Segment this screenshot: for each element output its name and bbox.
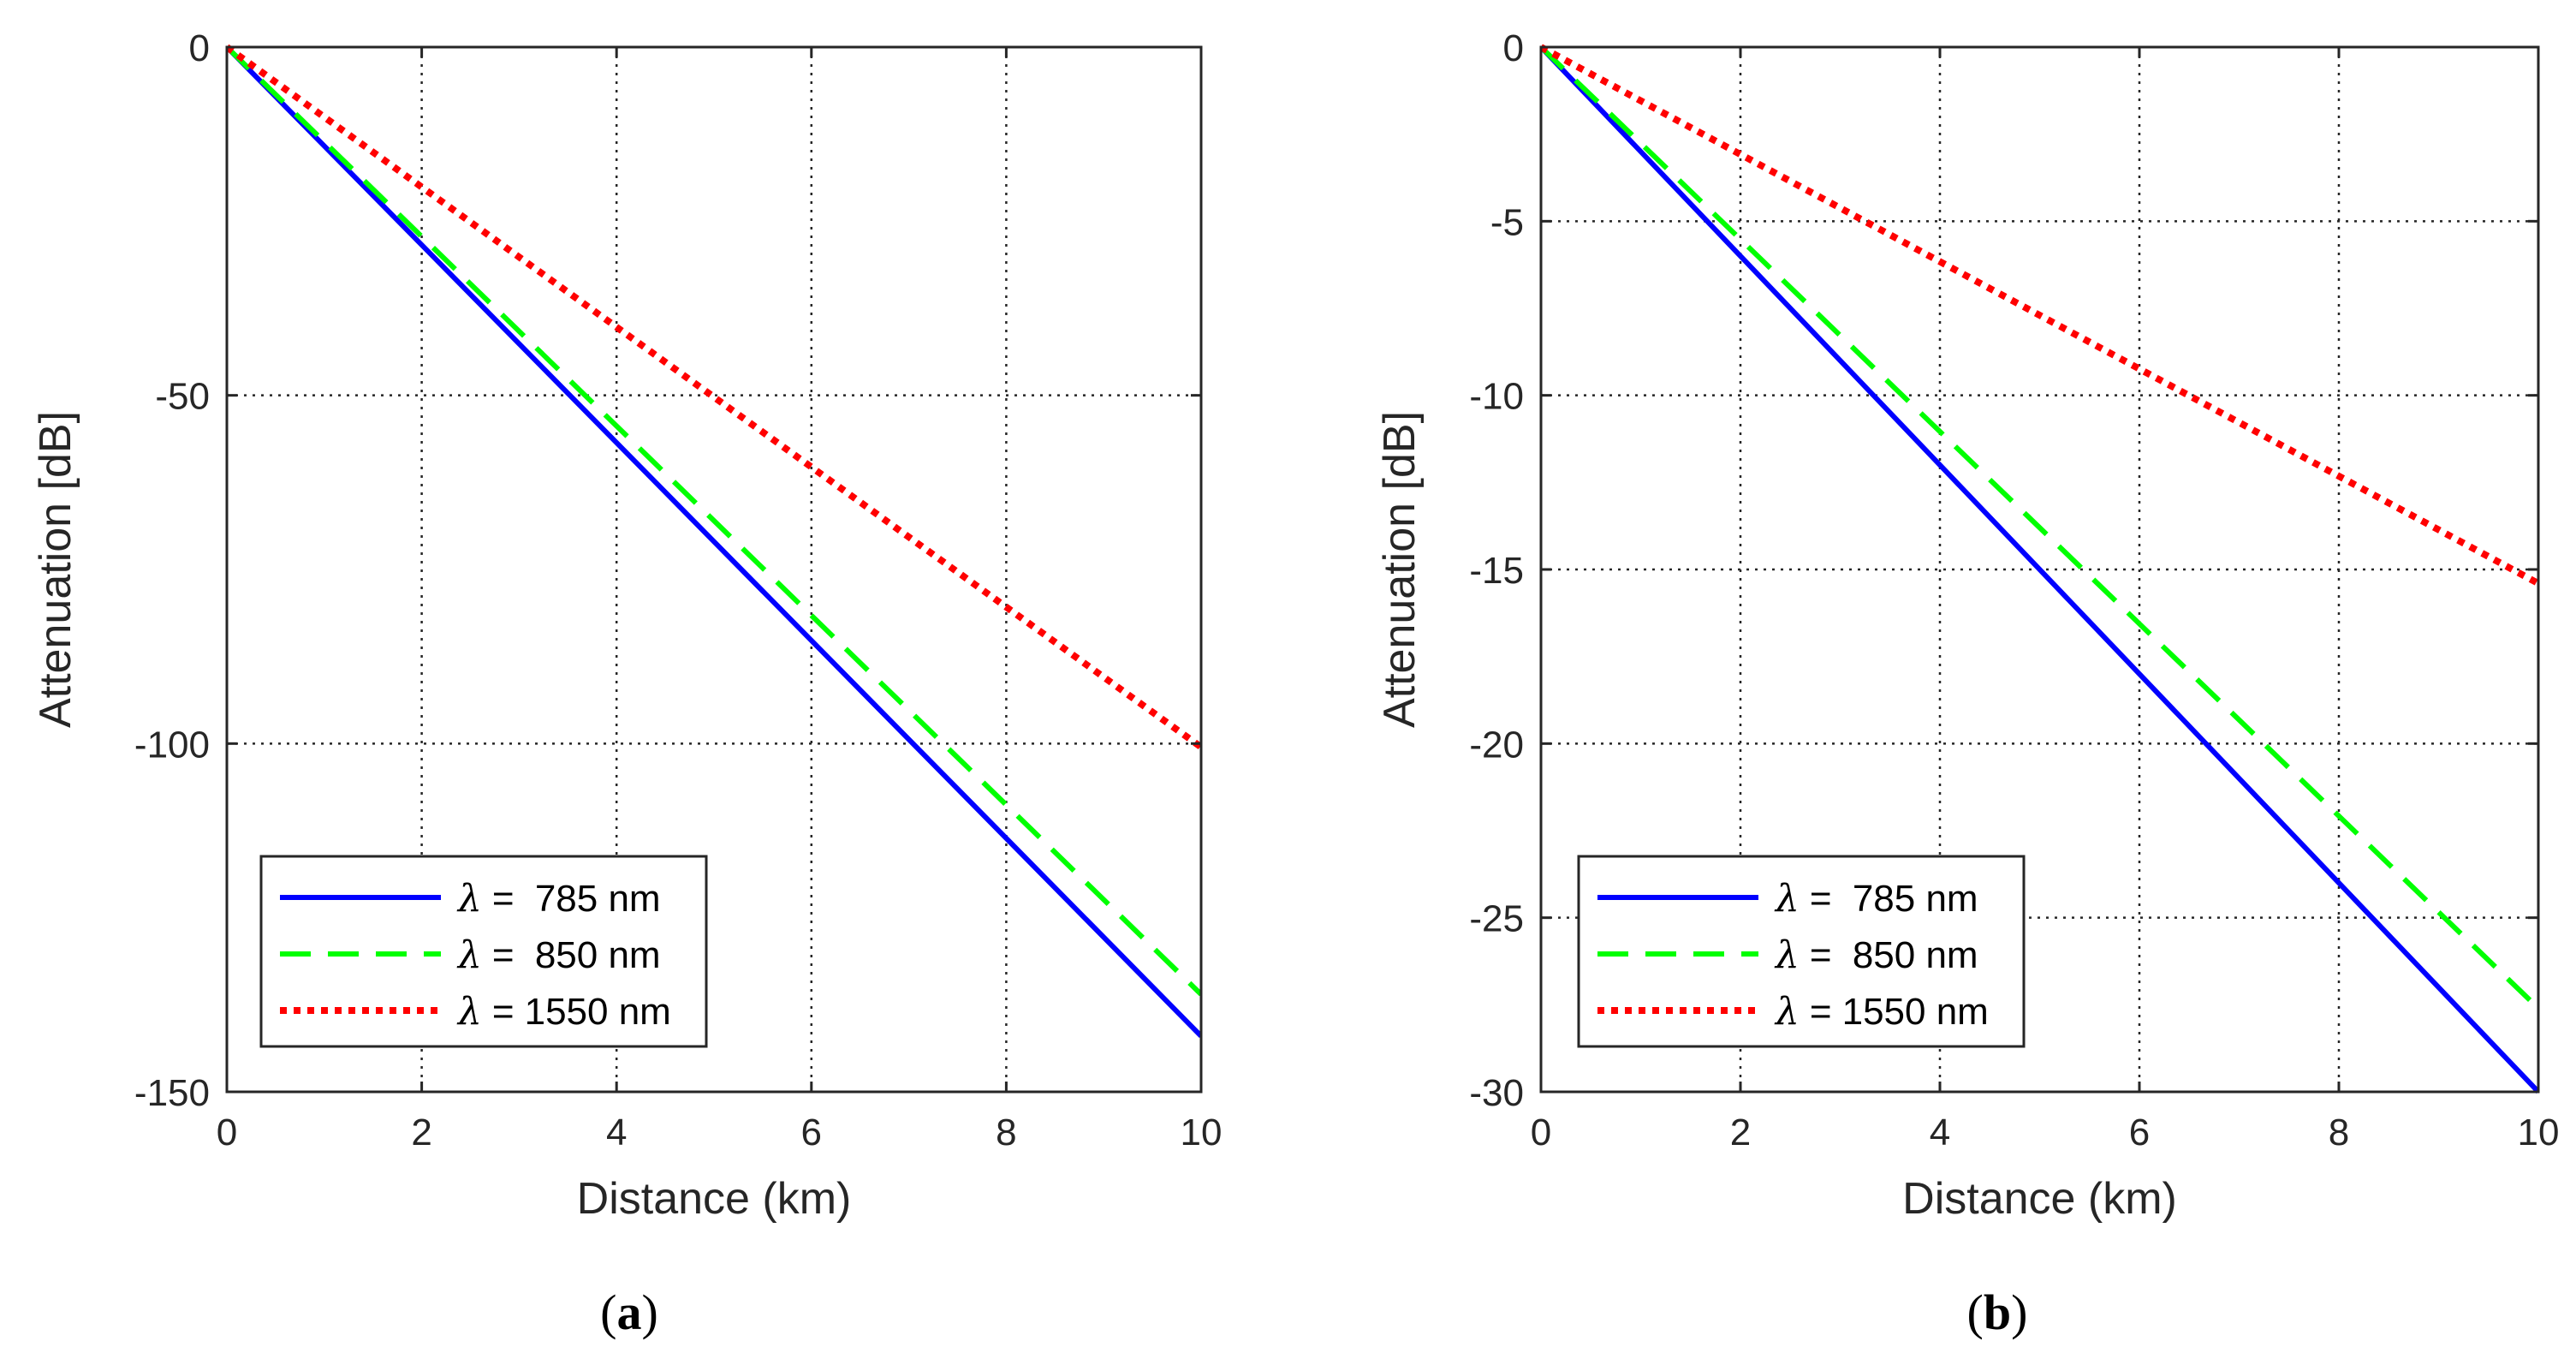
legend-label: 785 nm [525,878,661,920]
axes-box [225,45,1203,1094]
x-tick-label: 4 [606,1112,627,1153]
legend-equals: = [1810,991,1832,1033]
legend-lambda-symbol: λ [1774,990,1800,1034]
chart-panel-b: 0 2 4 6 8 10 0 -5 -10 -15 -20 -25 -30 Distance (km) At… [1375,27,2559,1340]
series-group [227,44,1201,1039]
x-tick-label: 4 [1930,1112,1950,1153]
series-line-850-nm [1541,45,2538,1010]
y-axis-label: Attenuation [dB] [31,411,80,728]
legend-lambda-symbol: λ [456,877,482,921]
x-tick-label: 10 [1181,1112,1223,1153]
x-tick-label: 8 [2329,1112,2349,1153]
series-line-1550-nm [1541,44,2538,587]
chart-panel-a: 0 2 4 6 8 10 0 -50 -100 -150 Distance (km) Attenuat… [31,27,1222,1340]
legend-lambda-symbol: λ [1774,933,1800,977]
legend-lambda-symbol: λ [456,933,482,977]
legend-box [259,855,708,1048]
x-tick-label: 10 [2518,1112,2560,1153]
series-line-785-nm [1541,45,2538,1094]
x-tick-label: 6 [2129,1112,2150,1153]
panel-caption: (b) [1967,1284,2028,1340]
x-tick-label: 2 [1730,1112,1751,1153]
y-tick-label: -20 [1469,724,1524,766]
legend: λ = 785 nmλ = 850 nmλ = 1550 nm [1577,855,2026,1048]
y-tick-label: -25 [1469,898,1524,940]
y-tick-label: -50 [155,376,210,418]
legend-label: 850 nm [525,934,661,976]
legend-equals: = [1810,934,1832,976]
caption-open-paren: ( [1967,1284,1984,1340]
y-axis-label: Attenuation [dB] [1375,411,1425,728]
x-tick-label: 8 [996,1112,1016,1153]
legend-label: 1550 nm [525,991,671,1033]
y-tick-label: -30 [1469,1072,1524,1114]
x-tick-label: 0 [217,1112,237,1153]
legend-entry: λ = 1550 nm [1774,990,1989,1034]
caption-letter: a [617,1284,642,1340]
caption-close-paren: ) [2011,1284,2027,1340]
y-tick-label: -100 [134,724,210,766]
legend-label: 850 nm [1842,934,1978,976]
x-tick-label: 6 [801,1112,822,1153]
caption-close-paren: ) [642,1284,658,1340]
y-tick-label: -5 [1490,201,1524,243]
y-tick-label: -10 [1469,376,1524,418]
x-axis-label: Distance (km) [1902,1174,2177,1224]
legend-label: 1550 nm [1842,991,1989,1033]
legend-entry: λ = 785 nm [456,877,661,921]
legend-entry: λ = 785 nm [1774,877,1978,921]
legend-entry: λ = 1550 nm [456,990,671,1034]
y-tick-label: -15 [1469,550,1524,592]
legend-entry: λ = 850 nm [1774,933,1978,977]
x-axis-label: Distance (km) [577,1174,852,1224]
caption-letter: b [1984,1284,2011,1340]
legend-entry: λ = 850 nm [456,933,661,977]
grid [227,47,1201,1092]
legend-equals: = [492,991,515,1033]
legend-lambda-symbol: λ [1774,877,1800,921]
x-tick-label: 0 [1531,1112,1551,1153]
legend-lambda-symbol: λ [456,990,482,1034]
x-tick-label: 2 [411,1112,431,1153]
legend-equals: = [492,934,515,976]
legend-label: 785 nm [1842,878,1978,920]
caption-open-paren: ( [600,1284,616,1340]
y-tick-label: -150 [134,1072,210,1114]
y-tick-label: 0 [189,27,210,69]
series-line-850-nm [227,45,1201,997]
series-line-785-nm [227,45,1201,1039]
legend-equals: = [1810,878,1832,920]
grid [1541,47,2538,1092]
y-tick-label: 0 [1503,27,1524,69]
series-group [1541,44,2538,1094]
panel-caption: (a) [600,1284,658,1340]
legend: λ = 785 nmλ = 850 nmλ = 1550 nm [259,855,708,1048]
legend-equals: = [492,878,515,920]
